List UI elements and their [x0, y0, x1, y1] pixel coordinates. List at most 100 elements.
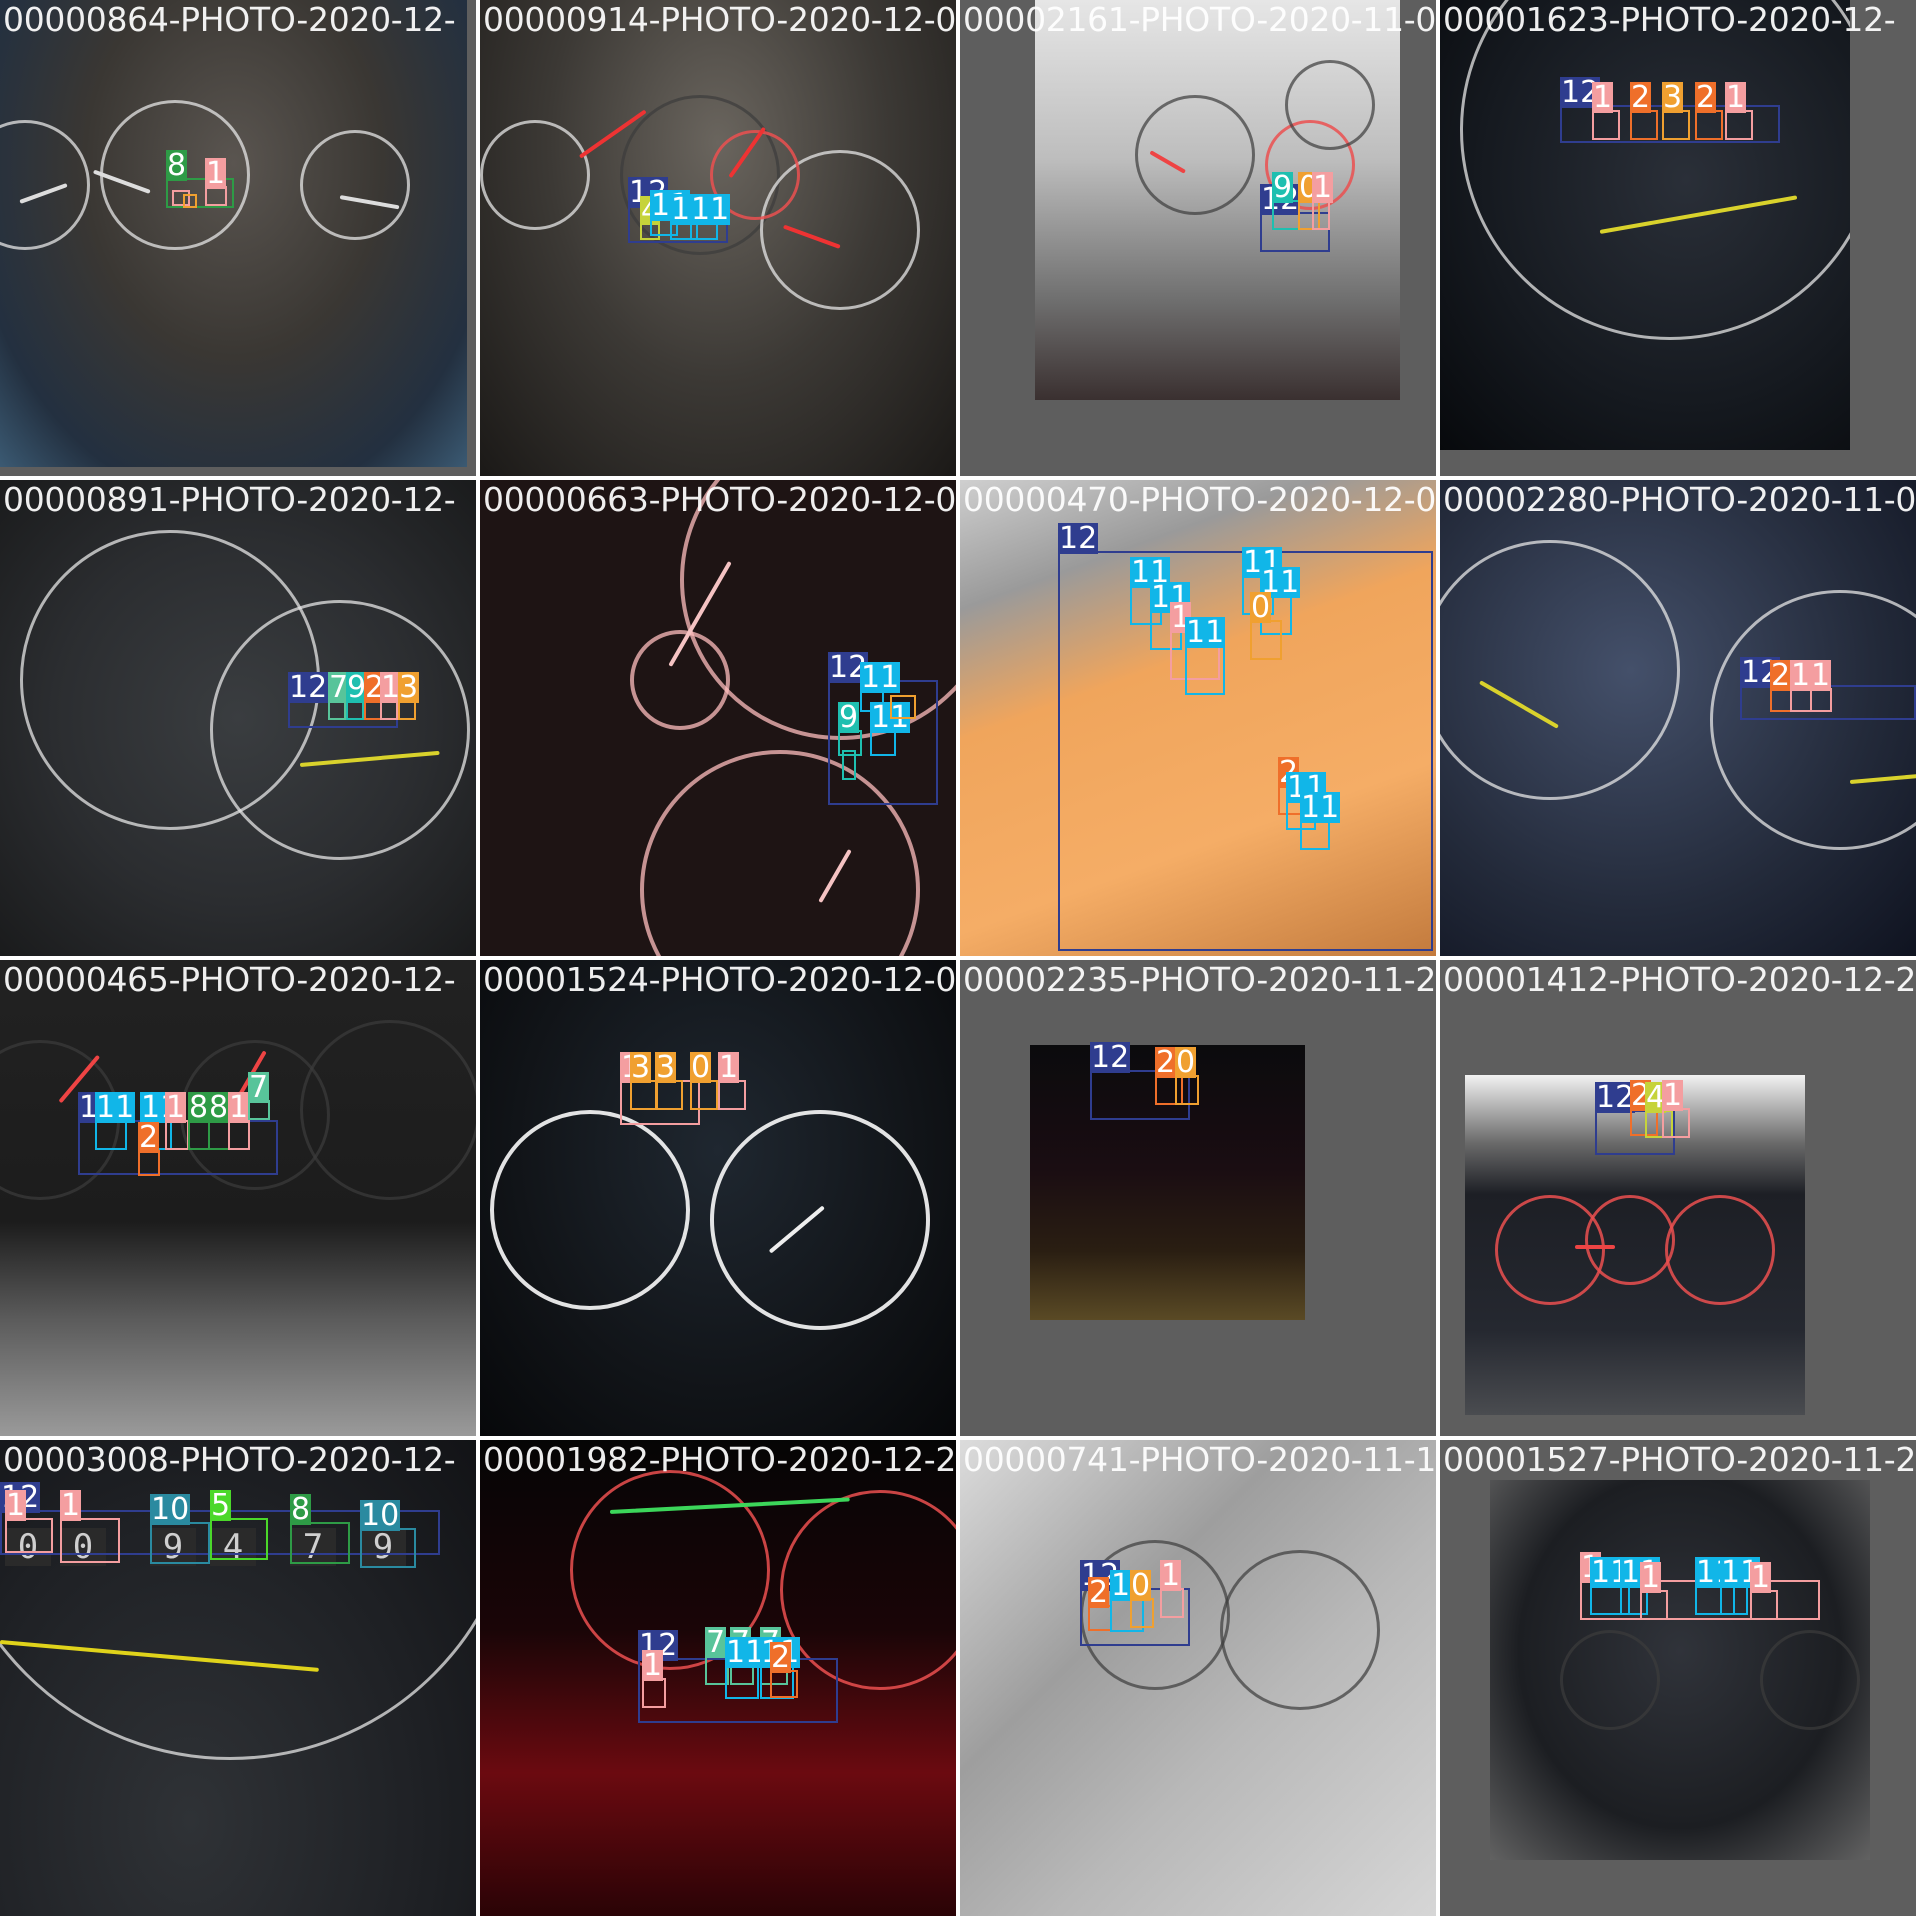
- detection-label: 1: [380, 670, 402, 705]
- tile-filename: 00000741-PHOTO-2020-11-18_jpg.: [963, 1443, 1436, 1476]
- gauge-dial: [1560, 1630, 1660, 1730]
- odometer-digit: 9: [360, 1528, 406, 1566]
- tile-filename: 00001412-PHOTO-2020-12-26_jpg.: [1443, 963, 1916, 996]
- dashboard-photo: [1035, 0, 1400, 400]
- detection-label: 5: [210, 1488, 232, 1523]
- detection-label: 1: [1810, 658, 1832, 693]
- detection-label: 8: [188, 1090, 210, 1125]
- detection-label: 4: [1645, 1080, 1667, 1115]
- gauge-dial: [680, 480, 956, 740]
- dashboard-photo: [1030, 1045, 1305, 1320]
- detection-overlay: 12901: [960, 0, 1436, 476]
- detection-label: 1: [205, 156, 227, 191]
- detection-overlay: 12177711112: [480, 1440, 956, 1916]
- detection-overlay: 12 2 0: [960, 960, 1436, 1436]
- detection-label: 0: [1250, 590, 1272, 625]
- dashboard-photo: [0, 0, 467, 467]
- dashboard-photo: [960, 480, 1436, 956]
- gauge-dial: [710, 130, 800, 220]
- detection-overlay: 12 1 2 3 2 1: [1440, 0, 1916, 476]
- detection-label: 11: [860, 660, 901, 695]
- gauge-dial: [0, 1440, 476, 1760]
- dashboard-photo: [480, 1440, 956, 1916]
- tile-filename: 00000663-PHOTO-2020-12-08_jpg.: [483, 483, 956, 516]
- detection-box: [1185, 645, 1225, 695]
- detection-label: 1: [165, 1090, 187, 1125]
- detection-box: [360, 1528, 416, 1568]
- detection-label: 12: [1595, 1080, 1636, 1115]
- dashboard-photo: [480, 960, 956, 1436]
- detection-overlay: 124111111: [480, 0, 956, 476]
- detection-label: 9: [838, 700, 860, 735]
- odometer-digit: 0: [5, 1528, 51, 1566]
- gauge-dial: [570, 1470, 770, 1670]
- detection-overlay: 121111128817: [0, 960, 476, 1436]
- tile-filename-text: 00000891-PHOTO-2020-12-: [3, 480, 456, 519]
- detection-label: 1: [642, 1648, 664, 1683]
- detection-overlay: 12 2 1 1: [1440, 480, 1916, 956]
- detection-label: 7: [705, 1625, 727, 1660]
- detection-overlay: 13301: [480, 960, 956, 1436]
- mosaic-tile: 1111111111100001527-PHOTO-2020-11-27_jpg…: [1440, 1440, 1916, 1916]
- detection-label: 1: [1312, 170, 1334, 205]
- detection-label: 0: [1175, 1045, 1197, 1080]
- mosaic-tile: 12 20 00002235-PHOTO-2020-11-25_jpg.: [960, 960, 1436, 1436]
- detection-label: 10: [150, 1492, 191, 1527]
- mosaic-tile: 8 1 00000864-PHOTO-2020-12-: [0, 0, 476, 476]
- tile-filename: 00000465-PHOTO-2020-12-: [3, 960, 456, 999]
- tile-filename: 00000891-PHOTO-2020-12-: [3, 480, 456, 519]
- odometer-digit: 0: [60, 1528, 106, 1566]
- tile-filename-text: 00002280-PHOTO-2020-11-05: [1443, 480, 1916, 519]
- detection-box: [1090, 1070, 1190, 1120]
- gauge-dial: [760, 150, 920, 310]
- detection-label: 3: [630, 1050, 652, 1085]
- gauge-dial: [300, 130, 410, 240]
- mosaic-tile: 1330100001524-PHOTO-2020-12-07_jpg.: [480, 960, 956, 1436]
- detection-label: 9: [346, 670, 368, 705]
- detection-label: 1: [5, 1488, 27, 1523]
- gauge-dial: [1220, 1550, 1380, 1710]
- detection-label: 10: [360, 1498, 401, 1533]
- tile-filename-text: 00001623-PHOTO-2020-12-: [1443, 0, 1896, 39]
- gauge-dial: [1665, 1195, 1775, 1305]
- tile-filename: 00003008-PHOTO-2020-12-: [3, 1440, 456, 1479]
- detection-box: [210, 1518, 268, 1560]
- detection-label: 1: [228, 1090, 250, 1125]
- dashboard-photo: [480, 0, 956, 476]
- detection-box: [842, 750, 856, 780]
- gauge-dial: [300, 1020, 476, 1200]
- mosaic-tile: 12111112881700000465-PHOTO-2020-12-: [0, 960, 476, 1436]
- tile-filename-text: 00002235-PHOTO-2020-11-25: [963, 960, 1436, 999]
- gauge-dial: [630, 630, 730, 730]
- detection-label: 12: [1090, 1040, 1131, 1075]
- gauge-dial: [1135, 95, 1255, 215]
- detection-label: 11: [690, 192, 731, 227]
- detection-label: 11: [1300, 790, 1341, 825]
- detection-label: 8: [290, 1492, 312, 1527]
- detection-label: 2: [1088, 1575, 1110, 1610]
- tile-filename-text: 00003008-PHOTO-2020-12-: [3, 1440, 456, 1479]
- tile-filename-text: 00000465-PHOTO-2020-12-: [3, 960, 456, 999]
- detection-overlay: 1211111111011121111: [960, 480, 1436, 956]
- tile-filename: 00001982-PHOTO-2020-12-22_jpg.: [483, 1443, 956, 1476]
- detection-overlay: 1211105810: [0, 1440, 476, 1916]
- odometer-digit: 9: [150, 1528, 196, 1566]
- detection-label: 3: [1662, 80, 1684, 115]
- mosaic-tile: 009479121110581000003008-PHOTO-2020-12-: [0, 1440, 476, 1916]
- detection-overlay: 1221101: [960, 1440, 1436, 1916]
- detection-label: 11: [1185, 615, 1226, 650]
- detection-box: [1250, 620, 1282, 660]
- dashboard-photo: [960, 1440, 1436, 1916]
- tile-filename-text: 00001982-PHOTO-2020-12-22: [483, 1440, 956, 1479]
- detection-label: 2: [1770, 658, 1792, 693]
- mosaic-tile: 12 7 9 2 1 3 00000891-PHOTO-2020-12-: [0, 480, 476, 956]
- detection-label: 8: [208, 1090, 230, 1125]
- detection-label: 9: [1272, 170, 1294, 205]
- gauge-dial: [490, 1110, 690, 1310]
- detection-box: [890, 695, 916, 719]
- detection-label: 1: [1662, 1078, 1684, 1113]
- detection-label: 8: [166, 148, 188, 183]
